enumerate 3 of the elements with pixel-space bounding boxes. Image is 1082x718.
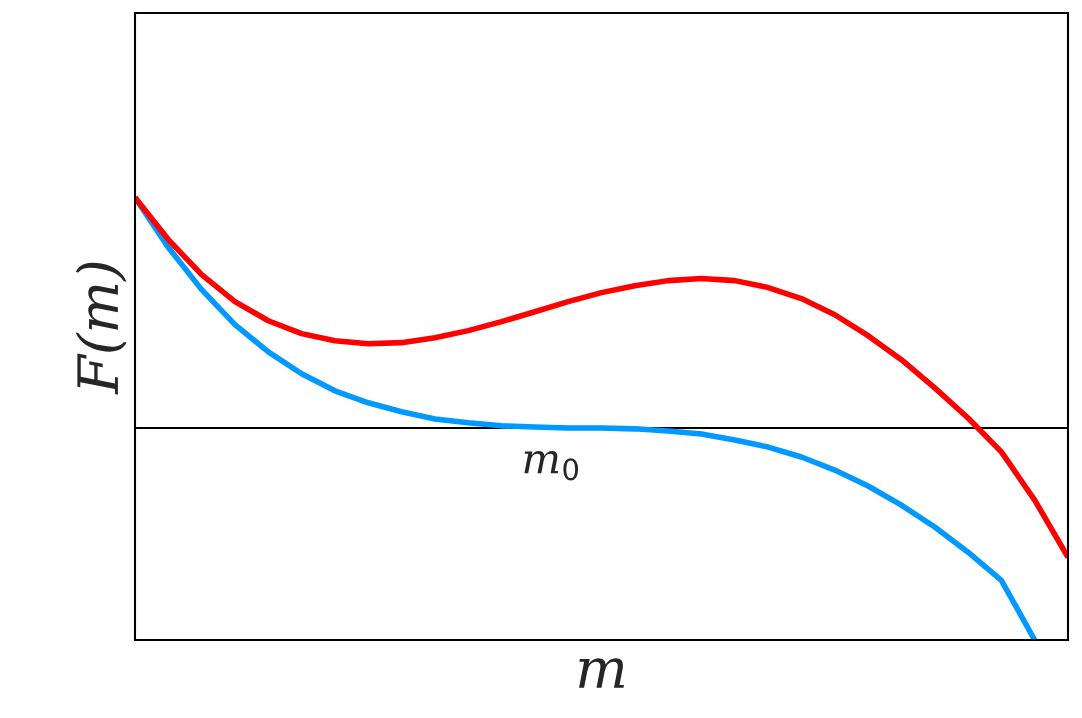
x-axis-title: m [579, 658, 624, 688]
annotation: m$_{0}$ [524, 450, 579, 481]
y-axis-title: F(m) [75, 262, 127, 395]
